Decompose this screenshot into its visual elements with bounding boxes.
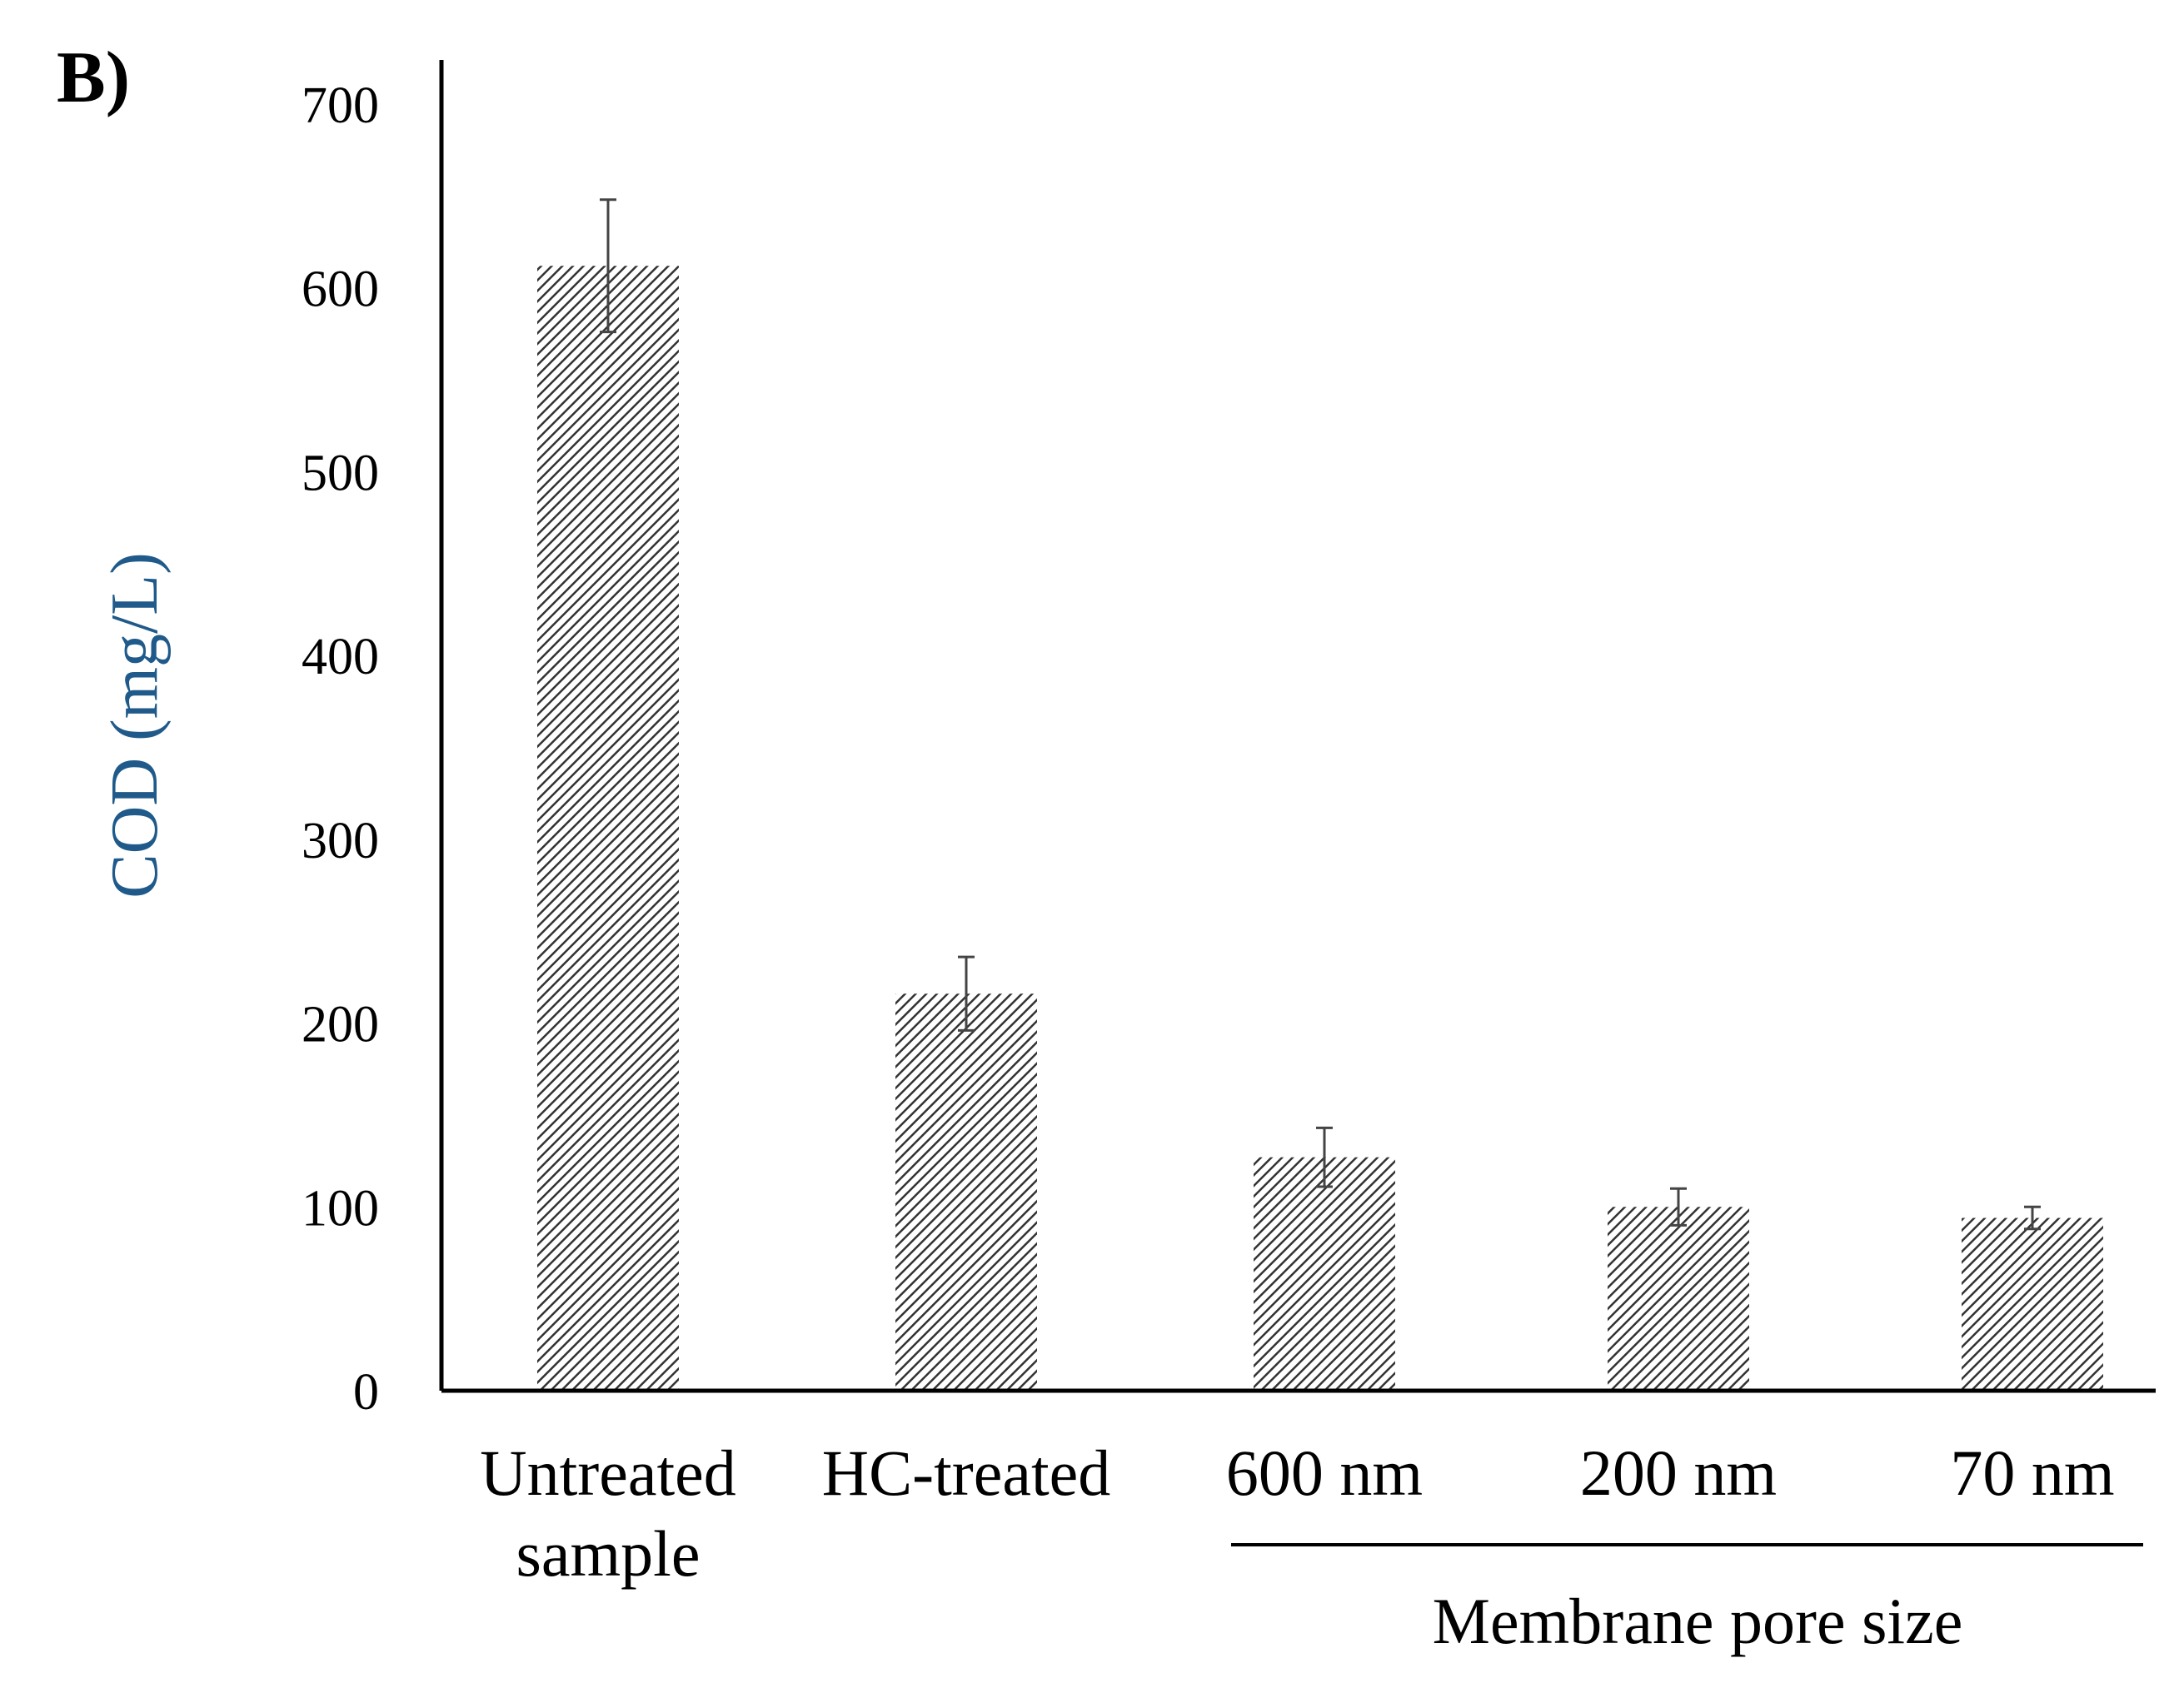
bar (537, 266, 679, 1392)
x-category-label: 70 nm (1950, 1437, 2114, 1509)
bar (1608, 1207, 1749, 1391)
bar (895, 993, 1037, 1391)
panel-label: B) (57, 37, 130, 118)
y-tick-label: 600 (302, 261, 379, 318)
x-category-label: HC-treated (822, 1437, 1111, 1509)
y-tick-label: 100 (302, 1180, 379, 1237)
x-category-label: sample (516, 1517, 701, 1590)
x-category-label: 200 nm (1580, 1437, 1777, 1509)
bars (537, 266, 2103, 1392)
error-bars (600, 198, 2041, 1231)
x-axis-category-labels: Untreated sample HC-treated 600 nm 200 nm 70 … (480, 1437, 2114, 1590)
x-category-label: Untreated (480, 1437, 736, 1509)
y-tick-label: 500 (302, 445, 379, 501)
y-tick-label: 200 (302, 997, 379, 1053)
y-tick-label: 0 (353, 1364, 379, 1421)
y-axis-ticks: 0 100 200 300 400 500 600 700 (302, 77, 379, 1421)
y-tick-label: 300 (302, 813, 379, 869)
x-category-label: 600 nm (1226, 1437, 1423, 1509)
membrane-pore-size-label: Membrane pore size (1433, 1585, 1963, 1657)
y-axis-title: COD (mg/L) (98, 552, 172, 899)
bar (1962, 1217, 2103, 1391)
y-tick-label: 700 (302, 77, 379, 134)
bar (1254, 1157, 1395, 1391)
y-tick-label: 400 (302, 629, 379, 685)
